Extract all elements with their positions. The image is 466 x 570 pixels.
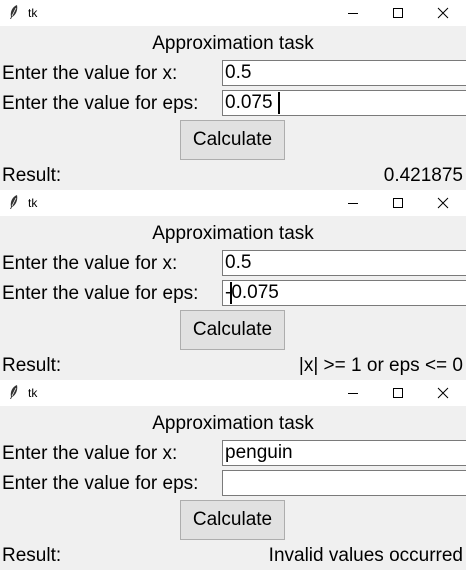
result-label: Result: [2, 355, 62, 376]
maximize-button[interactable] [375, 0, 421, 26]
minimize-icon [348, 393, 358, 394]
eps-label: Enter the value for eps: [2, 93, 199, 114]
minimize-button[interactable] [330, 380, 376, 406]
x-label: Enter the value for x: [2, 443, 178, 464]
title-bar[interactable]: tk [0, 190, 466, 216]
calculate-button[interactable]: Calculate [180, 500, 285, 540]
calculate-button[interactable]: Calculate [180, 310, 285, 350]
close-button[interactable] [420, 190, 466, 216]
eps-input[interactable] [222, 90, 466, 116]
result-value: |x| >= 1 or eps <= 0 [298, 355, 463, 376]
app-window-2: tk Approximation task Enter the value fo… [0, 190, 466, 380]
result-label: Result: [2, 165, 62, 186]
minimize-button[interactable] [330, 190, 376, 216]
heading: Approximation task [152, 413, 314, 434]
close-button[interactable] [420, 0, 466, 26]
maximize-button[interactable] [375, 190, 421, 216]
app-window-3: tk Approximation task Enter the value fo… [0, 380, 466, 570]
text-cursor [278, 92, 280, 114]
eps-label: Enter the value for eps: [2, 283, 199, 304]
title-bar[interactable]: tk [0, 380, 466, 406]
minimize-icon [348, 13, 358, 14]
feather-icon [8, 194, 20, 210]
app-window-1: tk Approximation task Enter the value fo… [0, 0, 466, 190]
result-value: 0.421875 [383, 165, 463, 186]
x-input[interactable] [222, 250, 466, 276]
heading: Approximation task [152, 33, 314, 54]
result-value: Invalid values occurred [268, 545, 463, 566]
x-label: Enter the value for x: [2, 253, 178, 274]
maximize-icon [393, 198, 403, 208]
x-label: Enter the value for x: [2, 63, 178, 84]
feather-icon [8, 4, 20, 20]
eps-label: Enter the value for eps: [2, 473, 199, 494]
maximize-icon [393, 8, 403, 18]
text-cursor [230, 282, 232, 304]
close-icon [437, 197, 449, 209]
title-bar[interactable]: tk [0, 0, 466, 26]
result-label: Result: [2, 545, 62, 566]
feather-icon [8, 384, 20, 400]
close-button[interactable] [420, 380, 466, 406]
heading: Approximation task [152, 223, 314, 244]
eps-input[interactable] [222, 470, 466, 496]
x-input[interactable] [222, 440, 466, 466]
close-icon [437, 387, 449, 399]
window-title: tk [28, 6, 38, 20]
minimize-icon [348, 203, 358, 204]
close-icon [437, 7, 449, 19]
x-input[interactable] [222, 60, 466, 86]
window-title: tk [28, 386, 38, 400]
calculate-button[interactable]: Calculate [180, 120, 285, 160]
window-title: tk [28, 196, 38, 210]
minimize-button[interactable] [330, 0, 376, 26]
maximize-icon [393, 388, 403, 398]
maximize-button[interactable] [375, 380, 421, 406]
eps-input[interactable] [222, 280, 466, 306]
